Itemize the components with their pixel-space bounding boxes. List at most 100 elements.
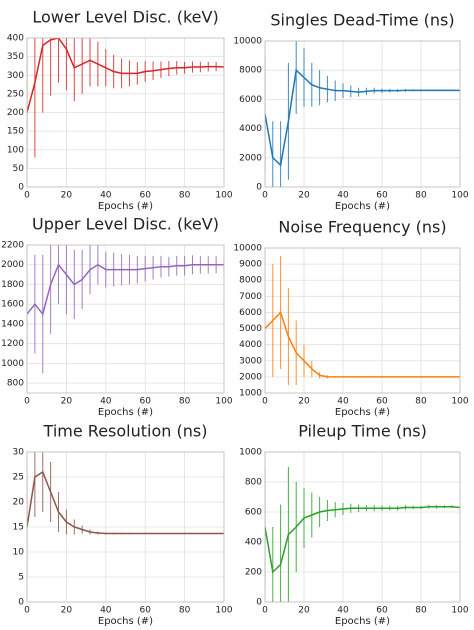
plot-area (27, 245, 224, 393)
y-tick-label: 6000 (239, 95, 262, 105)
x-tick-label: 40 (100, 397, 112, 407)
plot-frame (26, 37, 225, 188)
y-tick-label: 100 (7, 145, 24, 155)
y-tick-label: 4000 (239, 124, 262, 134)
series-line (27, 470, 224, 535)
plot-frame (264, 40, 461, 188)
series (265, 41, 460, 187)
y-tick-label: 1200 (1, 339, 24, 349)
subplot: 0 200 400 600 800 1000 0 20 40 60 80 100 Pileup Time… (239, 422, 469, 628)
x-tick-label: 80 (415, 606, 427, 616)
y-tick-label: 15 (13, 523, 24, 533)
y-tick-label: 8000 (239, 276, 262, 286)
y-tick-label: 5000 (239, 324, 262, 334)
y-tick-label: 2000 (239, 153, 262, 163)
subplot: 1000200030004000500060007000800090001000… (233, 218, 468, 419)
x-tick-label: 60 (376, 397, 388, 407)
y-tick-label: 8000 (239, 66, 262, 76)
plot-area (265, 41, 460, 187)
y-tick-label: 2200 (1, 241, 24, 251)
x-tick-label: 40 (337, 191, 349, 201)
y-tick-label: 0 (18, 183, 24, 193)
y-tick-label: 4000 (239, 340, 262, 350)
series-line (265, 68, 460, 167)
x-axis-label: Epochs (#) (98, 201, 153, 212)
x-axis-label: Epochs (#) (98, 616, 153, 627)
y-tick-label: 800 (245, 478, 262, 488)
x-tick-label: 20 (61, 397, 73, 407)
x-tick-label: 100 (215, 397, 232, 407)
x-axis-label: Epochs (#) (335, 407, 390, 418)
y-tick-label: 5 (18, 573, 24, 583)
x-tick-label: 80 (179, 397, 191, 407)
chart-title: Noise Frequency (ns) (278, 218, 446, 237)
x-tick-label: 0 (24, 397, 30, 407)
x-tick-label: 40 (100, 606, 112, 616)
y-tick-label: 1800 (1, 280, 24, 290)
x-tick-label: 40 (100, 191, 112, 201)
y-tick-label: 400 (7, 34, 24, 44)
y-tick-label: 0 (256, 598, 262, 608)
x-tick-label: 0 (24, 606, 30, 616)
y-tick-label: 1400 (1, 319, 24, 329)
subplot: 0 50 100 150 200 250 300 350 400 0 20 40 60 80 100 Lowe… (7, 8, 233, 213)
y-tick-label: 200 (245, 568, 262, 578)
y-tick-label: 350 (7, 52, 24, 62)
y-tick-label: 800 (7, 379, 24, 389)
x-tick-label: 80 (179, 191, 191, 201)
y-tick-label: 2000 (1, 260, 24, 270)
series-line (265, 506, 460, 574)
x-tick-label: 60 (139, 191, 151, 201)
plot-frame (26, 451, 225, 603)
x-tick-label: 80 (179, 606, 191, 616)
x-tick-label: 20 (61, 191, 73, 201)
x-axis-label: Epochs (#) (335, 616, 390, 627)
chart-title: Lower Level Disc. (keV) (32, 8, 218, 27)
y-tick-label: 0 (18, 598, 24, 608)
series (265, 467, 460, 602)
y-tick-label: 1000 (239, 448, 262, 458)
plot-frame (264, 451, 461, 603)
y-tick-label: 6000 (239, 308, 262, 318)
y-tick-label: 400 (245, 538, 262, 548)
series-line (265, 311, 460, 378)
x-tick-label: 60 (139, 606, 151, 616)
x-tick-label: 0 (262, 191, 268, 201)
x-tick-label: 20 (61, 606, 73, 616)
x-tick-label: 60 (376, 606, 388, 616)
y-tick-label: 1000 (1, 359, 24, 369)
x-tick-label: 40 (337, 397, 349, 407)
y-tick-label: 20 (13, 498, 25, 508)
subplot: 800 1000 1200 1400 1600 1800 2000 2200 0 20 40 60 80… (1, 215, 233, 419)
y-tick-label: 600 (245, 508, 262, 518)
x-tick-label: 20 (298, 397, 310, 407)
x-tick-label: 100 (451, 191, 468, 201)
plot-frame (264, 247, 461, 394)
subplot: 0 5 10 15 20 25 30 0 20 40 60 80 100 Time Resolution … (13, 422, 233, 628)
chart-title: Upper Level Disc. (keV) (32, 215, 219, 234)
x-tick-label: 100 (215, 191, 232, 201)
y-tick-label: 200 (7, 108, 24, 118)
series-line (27, 38, 224, 113)
y-tick-label: 0 (256, 183, 262, 193)
plot-frame (26, 244, 225, 394)
x-tick-label: 60 (376, 191, 388, 201)
series (265, 256, 460, 385)
y-tick-label: 3000 (239, 356, 262, 366)
y-tick-label: 10000 (233, 37, 262, 47)
x-tick-label: 80 (415, 397, 427, 407)
x-tick-label: 0 (24, 191, 30, 201)
series (27, 38, 224, 169)
x-tick-label: 0 (262, 606, 268, 616)
x-tick-label: 0 (262, 397, 268, 407)
chart-title: Time Resolution (ns) (43, 422, 208, 441)
y-tick-label: 300 (7, 71, 24, 81)
y-tick-label: 30 (13, 448, 25, 458)
y-tick-label: 10 (13, 548, 25, 558)
series (27, 452, 224, 577)
y-tick-label: 250 (7, 89, 24, 99)
subplot: 0 2000 4000 6000 8000 10000 0 20 40 60 80 100 Single… (233, 11, 468, 213)
y-tick-label: 1000 (239, 389, 262, 399)
x-tick-label: 40 (337, 606, 349, 616)
